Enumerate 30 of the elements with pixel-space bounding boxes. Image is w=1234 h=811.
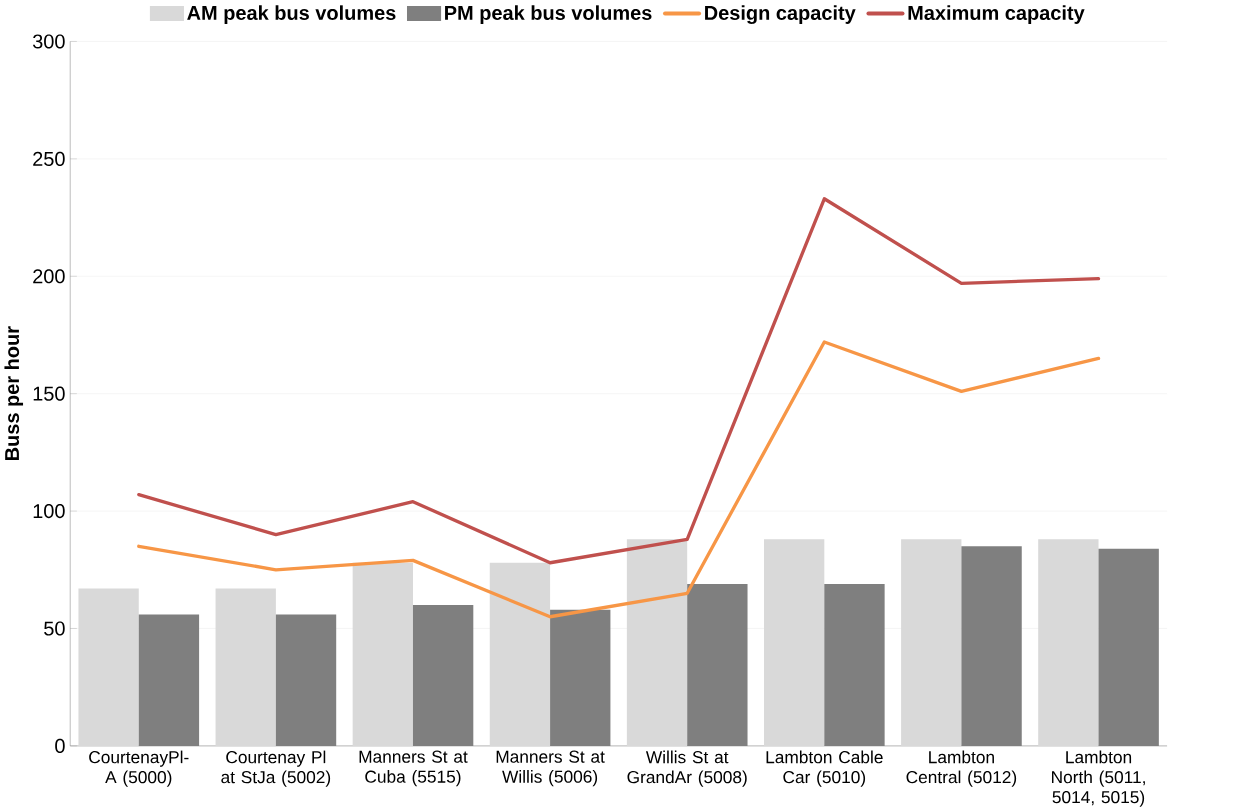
- bar: [763, 539, 825, 746]
- legend-label: Maximum capacity: [908, 5, 1085, 24]
- bar: [352, 562, 413, 746]
- x-tick-label: Willis St at GrandAr (5008): [627, 750, 747, 787]
- y-tick-label: 0: [55, 738, 65, 753]
- bar: [901, 539, 962, 746]
- bar: [78, 588, 139, 746]
- x-tick-label: Lambton Central (5012): [906, 750, 1017, 787]
- x-tick-label: Lambton North (5011, 5014, 5015): [1052, 750, 1145, 807]
- y-axis-title: Buss per hour: [4, 326, 24, 460]
- x-tick-label: CourtenayPl-A (5000): [89, 750, 189, 787]
- x-tick-label: Courtenay Pl at StJa (5002): [221, 750, 331, 787]
- bar: [215, 588, 276, 746]
- y-tick-label: 200: [33, 269, 65, 284]
- y-tick-label: 300: [32, 34, 65, 49]
- legend-label: Design capacity: [705, 5, 856, 24]
- y-tick-label: 150: [33, 386, 65, 401]
- x-tick-label: Lambton Cable Car (5010): [766, 750, 883, 787]
- bar: [1038, 539, 1099, 746]
- bar: [489, 562, 551, 746]
- x-tick-label: Manners St at Willis (5006): [496, 750, 605, 787]
- bar: [626, 539, 688, 746]
- line-series: [137, 197, 1101, 565]
- legend-label: PM peak bus volumes: [445, 5, 652, 24]
- y-tick-label: 50: [44, 621, 65, 636]
- x-tick-label: Manners St at Cuba (5515): [359, 750, 468, 787]
- line-series: [137, 340, 1101, 619]
- legend-label: AM peak bus volumes: [187, 5, 396, 24]
- y-tick-label: 100: [33, 503, 65, 519]
- y-tick-label: 250: [33, 151, 65, 166]
